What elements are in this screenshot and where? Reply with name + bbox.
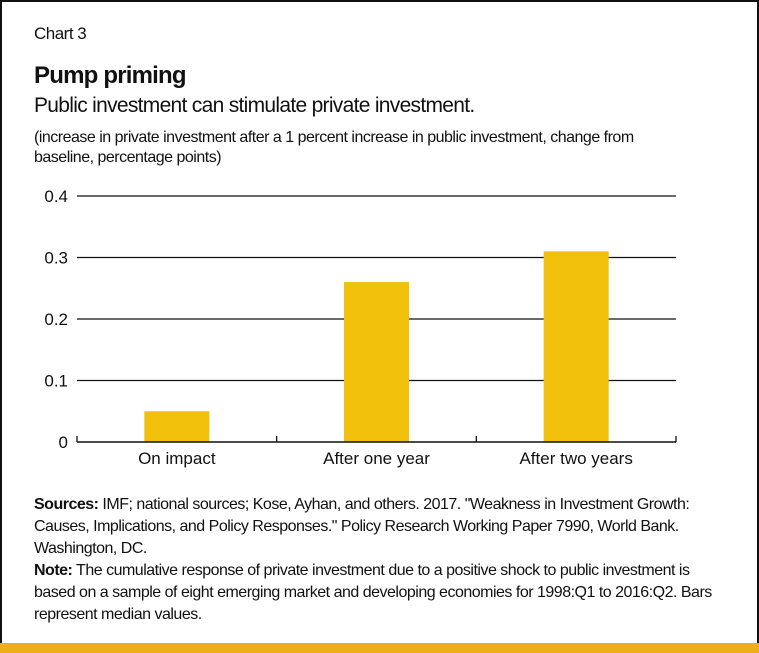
x-axis-tick-labels: On impact After one year After two years bbox=[138, 449, 633, 468]
bar bbox=[344, 282, 409, 442]
chart-notes: Sources: IMF; national sources; Kose, Ay… bbox=[34, 494, 734, 626]
y-tick-label: 0 bbox=[59, 433, 68, 452]
y-tick-label: 0.2 bbox=[44, 310, 68, 329]
chart-number-label: Chart 3 bbox=[34, 24, 87, 43]
bars bbox=[144, 251, 609, 442]
bar-chart: 0 0.1 0.2 0.3 0.4 On impact After one year Aft… bbox=[44, 187, 677, 468]
bar bbox=[144, 411, 210, 442]
y-axis-units-label: (increase in private investment after a … bbox=[34, 129, 634, 166]
y-tick-label: 0.1 bbox=[44, 372, 68, 391]
x-tick-label: On impact bbox=[138, 449, 216, 468]
note-text: The cumulative response of private inves… bbox=[34, 562, 712, 623]
y-tick-label: 0.3 bbox=[44, 249, 68, 268]
y-tick-label: 0.4 bbox=[44, 187, 68, 206]
y-axis-tick-labels: 0 0.1 0.2 0.3 0.4 bbox=[44, 187, 68, 452]
bottom-accent-stripe bbox=[0, 643, 759, 653]
methodology-note: Note: The cumulative response of private… bbox=[34, 560, 734, 626]
x-tick-label: After one year bbox=[323, 449, 430, 468]
sources-label: Sources: bbox=[34, 496, 99, 513]
bar bbox=[543, 251, 609, 442]
x-axis bbox=[76, 436, 677, 443]
chart-subtitle: Public investment can stimulate private … bbox=[34, 94, 475, 117]
chart-title: Pump priming bbox=[34, 62, 187, 89]
x-tick-label: After two years bbox=[519, 449, 632, 468]
note-label: Note: bbox=[34, 562, 73, 579]
sources-note: Sources: IMF; national sources; Kose, Ay… bbox=[34, 494, 734, 560]
sources-text: IMF; national sources; Kose, Ayhan, and … bbox=[34, 496, 690, 557]
